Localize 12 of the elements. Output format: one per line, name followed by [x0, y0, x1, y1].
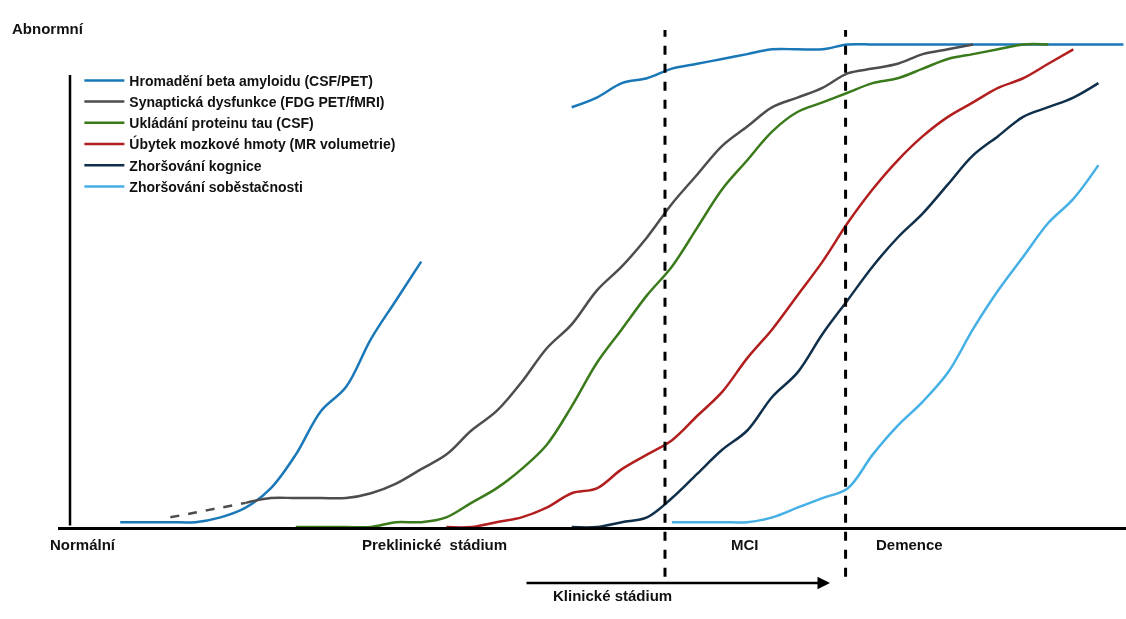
legend-label: Ukládání proteinu tau (CSF) — [129, 115, 314, 132]
legend-label: Zhoršování kognice — [129, 157, 262, 174]
legend-label: Zhoršování soběstačnosti — [129, 178, 303, 195]
text: MCI — [731, 536, 759, 553]
y-axis-title: Abnormní — [12, 20, 84, 37]
legend-label: Synaptická dysfunkce (FDG PET/fMRI) — [129, 94, 385, 111]
text: Klinické stádium — [553, 587, 673, 604]
text: Preklinické stádium — [362, 536, 508, 553]
legend-label: Hromadění beta amyloidu (CSF/PET) — [129, 72, 373, 89]
text: Demence — [876, 536, 943, 553]
text: Normální — [50, 536, 116, 553]
legend-label: Úbytek mozkové hmoty (MR volumetrie) — [129, 135, 396, 153]
